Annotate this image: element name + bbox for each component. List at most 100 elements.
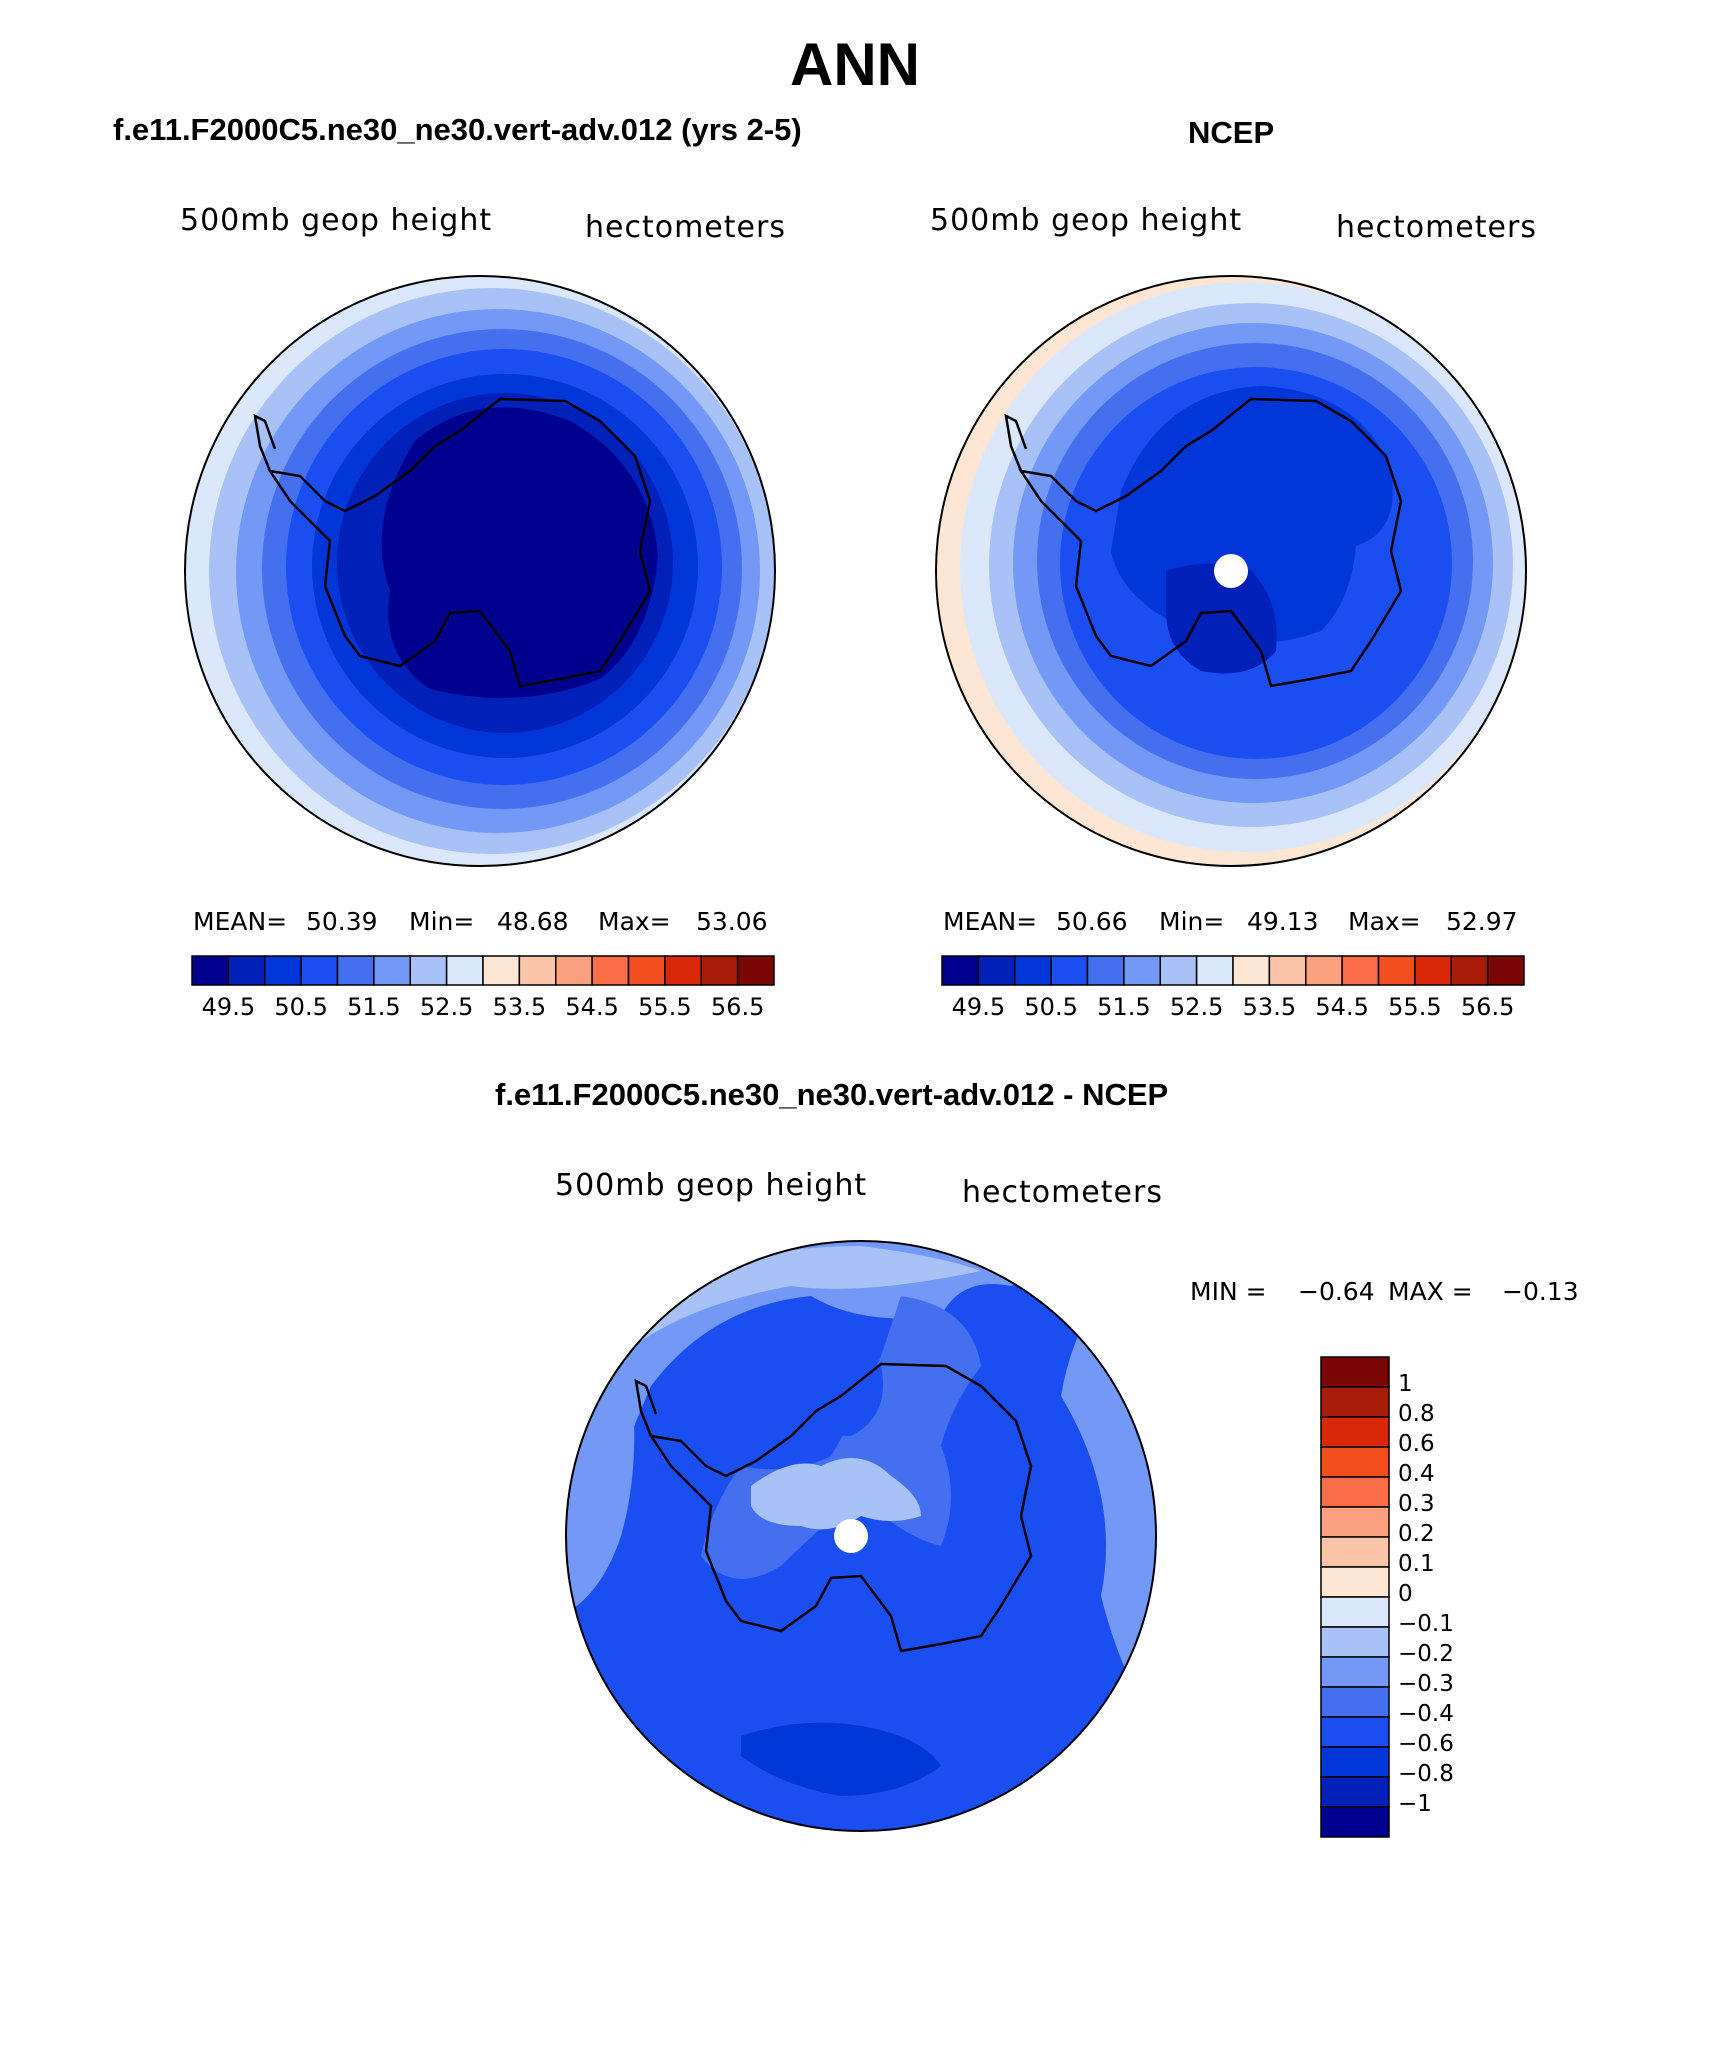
diff-colorbar-tick-label: 0.1: [1398, 1551, 1435, 1577]
diff-units-label: hectometers: [962, 1175, 1163, 1210]
diff-map-border: [565, 1240, 1157, 1832]
diff-colorbar-tick-label: −0.4: [1398, 1701, 1454, 1727]
model-field-label: 500mb geop height: [180, 203, 493, 238]
obs-colorbar-tick-label: 51.5: [1097, 993, 1151, 1021]
diff-colorbar-swatch: [1320, 1476, 1390, 1508]
diff-colorbar-tick-label: 0.3: [1398, 1491, 1435, 1517]
antarctic-peninsula: [1004, 413, 1028, 472]
figure-title: ANN: [790, 31, 920, 98]
obs-colorbar-swatch: [1159, 955, 1198, 986]
obs-colorbar-swatch: [1086, 955, 1125, 986]
diff-colorbar-swatch: [1320, 1776, 1390, 1808]
obs-colorbar-tick-label: 49.5: [951, 993, 1006, 1021]
obs-colorbar-swatch: [1341, 955, 1380, 986]
diff-colorbar-ticks: 1 0.8 0.6 0.4 0.3 0.2 0.1 0 −0.1 −0.2 −0.3 −0.4 −0.6…: [1398, 1356, 1518, 1838]
obs-colorbar-tick-label: 56.5: [1460, 993, 1515, 1021]
model-colorbar-tick-label: 51.5: [347, 993, 401, 1021]
model-colorbar-swatch: [336, 955, 375, 986]
obs-colorbar-swatch: [1450, 955, 1489, 986]
antarctica-coastline: [648, 1362, 1033, 1653]
model-colorbar-tick-label: 49.5: [201, 993, 256, 1021]
obs-colorbar-tick-label: 50.5: [1024, 993, 1078, 1021]
diff-colorbar-tick-label: 0.2: [1398, 1521, 1435, 1547]
model-colorbar-swatch: [227, 955, 266, 986]
obs-max-label: Max=: [1348, 907, 1421, 936]
antarctic-peninsula: [634, 1378, 658, 1437]
obs-colorbar-swatch: [1195, 955, 1234, 986]
diff-colorbar-tick-label: 0.4: [1398, 1461, 1435, 1487]
obs-colorbar-swatch: [977, 955, 1016, 986]
model-colorbar-swatch: [409, 955, 448, 986]
model-contour-band: [381, 407, 658, 698]
model-mean-value: 50.39: [306, 907, 378, 936]
diff-colorbar-tick-label: −1: [1398, 1791, 1432, 1817]
diff-colorbar-tick-label: 1: [1398, 1371, 1413, 1397]
diff-colorbar-swatch: [1320, 1356, 1390, 1388]
diff-colorbar: [1320, 1356, 1390, 1838]
diff-colorbar-tick-label: −0.6: [1398, 1731, 1454, 1757]
obs-colorbar-swatch: [941, 955, 980, 986]
pole-marker: [1214, 554, 1248, 588]
model-units-label: hectometers: [585, 210, 786, 245]
obs-mean-value: 50.66: [1056, 907, 1128, 936]
diff-colorbar-swatch: [1320, 1626, 1390, 1658]
diff-min-label: MIN =: [1190, 1277, 1267, 1306]
obs-mean-label: MEAN=: [943, 907, 1038, 936]
model-colorbar-swatch: [482, 955, 521, 986]
diff-contour-band: [801, 1363, 883, 1436]
obs-colorbar-swatch: [1232, 955, 1271, 986]
diff-colorbar-tick-label: −0.3: [1398, 1671, 1454, 1697]
obs-colorbar-swatch: [1268, 955, 1307, 986]
model-panel-header: f.e11.F2000C5.ne30_ne30.vert-adv.012 (yr…: [113, 112, 802, 147]
model-colorbar-swatch: [264, 955, 302, 986]
model-map-border: [184, 275, 776, 867]
obs-polar-map: [935, 275, 1527, 867]
diff-colorbar-swatch: [1320, 1566, 1390, 1598]
model-colorbar-tick-label: 53.5: [492, 993, 547, 1021]
diff-colorbar-swatch: [1320, 1746, 1390, 1778]
obs-min-value: 49.13: [1247, 907, 1319, 936]
diff-colorbar-swatch: [1320, 1656, 1390, 1688]
obs-colorbar-swatch: [1377, 955, 1416, 986]
diff-contour-band: [751, 1458, 921, 1530]
model-colorbar-swatch: [300, 955, 339, 986]
diff-min-value: −0.64: [1298, 1277, 1375, 1306]
model-min-label: Min=: [409, 907, 475, 936]
diff-colorbar-tick-label: 0.8: [1398, 1401, 1435, 1427]
diff-field-label: 500mb geop height: [555, 1168, 868, 1203]
obs-colorbar-swatch: [1014, 955, 1052, 986]
obs-max-value: 52.97: [1446, 907, 1518, 936]
diff-colorbar-tick-label: 0.6: [1398, 1431, 1435, 1457]
obs-units-label: hectometers: [1336, 210, 1537, 245]
model-colorbar-tick-label: 52.5: [419, 993, 474, 1021]
obs-colorbar-ticks: 49.5 50.5 51.5 52.5 53.5 54.5 55.5 56.5: [942, 993, 1524, 1023]
obs-colorbar-tick-label: 52.5: [1169, 993, 1224, 1021]
antarctic-peninsula: [253, 413, 277, 472]
obs-map-border: [935, 275, 1527, 867]
model-colorbar-swatch: [445, 955, 484, 986]
diff-contour-band: [741, 1722, 941, 1796]
model-colorbar-swatch: [700, 955, 739, 986]
obs-colorbar-tick-label: 55.5: [1388, 993, 1442, 1021]
model-max-label: Max=: [598, 907, 671, 936]
model-colorbar-swatch: [591, 955, 630, 986]
obs-contour-band: [1166, 563, 1277, 674]
obs-colorbar-swatch: [1486, 955, 1525, 986]
diff-colorbar-swatch: [1320, 1716, 1390, 1748]
model-colorbar-tick-label: 55.5: [638, 993, 692, 1021]
diff-colorbar-swatch: [1320, 1596, 1390, 1628]
obs-colorbar-swatch: [1305, 955, 1343, 986]
diff-colorbar-swatch: [1320, 1806, 1390, 1838]
model-mean-label: MEAN=: [193, 907, 288, 936]
obs-field-label: 500mb geop height: [930, 203, 1243, 238]
diff-contour-band: [566, 1241, 1156, 1536]
model-colorbar-swatch: [627, 955, 666, 986]
model-colorbar-swatch: [373, 955, 411, 986]
antarctica-coastline: [267, 397, 652, 688]
model-colorbar-swatch: [191, 955, 230, 986]
model-polar-map: [184, 275, 776, 867]
diff-colorbar-tick-label: −0.2: [1398, 1641, 1454, 1667]
diff-colorbar-swatch: [1320, 1386, 1390, 1418]
model-colorbar-tick-label: 54.5: [565, 993, 619, 1021]
diff-panel-header: f.e11.F2000C5.ne30_ne30.vert-adv.012 - N…: [495, 1077, 1169, 1112]
